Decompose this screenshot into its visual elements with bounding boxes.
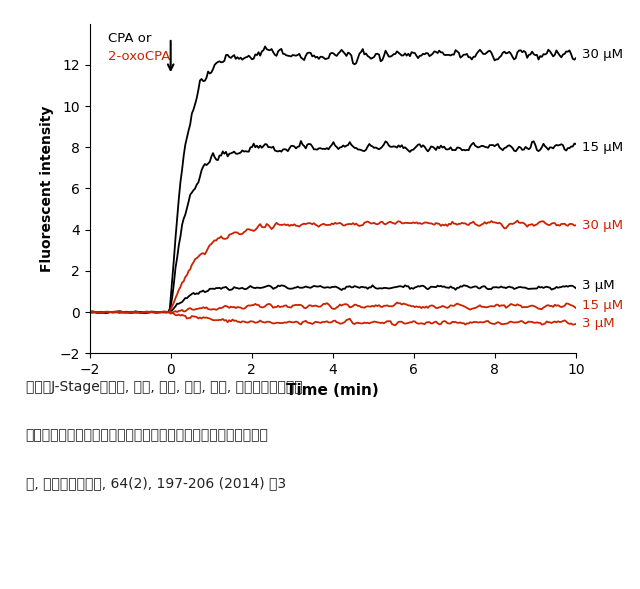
Text: コトキシン生産を防ぐセーフガードとシクロピアゾン酸生合成機: コトキシン生産を防ぐセーフガードとシクロピアゾン酸生合成機	[26, 428, 268, 442]
Text: 3 μM: 3 μM	[582, 279, 614, 292]
Text: 出典：J-Stage｜加藤, 徳岡, 筠原, 小山, 長田, 麴菌においてマイ: 出典：J-Stage｜加藤, 徳岡, 筠原, 小山, 長田, 麴菌においてマイ	[26, 380, 302, 394]
Text: 30 μM: 30 μM	[582, 48, 623, 61]
Text: CPA or: CPA or	[108, 32, 151, 45]
Text: 15 μM: 15 μM	[582, 141, 623, 154]
X-axis label: Time (min): Time (min)	[287, 383, 379, 398]
Text: 3 μM: 3 μM	[582, 317, 614, 330]
Text: 構, マイコトキシン, 64(2), 197-206 (2014) 図3: 構, マイコトキシン, 64(2), 197-206 (2014) 図3	[26, 477, 285, 491]
Text: 30 μM: 30 μM	[582, 219, 623, 232]
Text: 15 μM: 15 μM	[582, 299, 623, 313]
Y-axis label: Fluorescent intensity: Fluorescent intensity	[40, 105, 54, 272]
Text: 2-oxoCPA: 2-oxoCPA	[108, 51, 170, 64]
